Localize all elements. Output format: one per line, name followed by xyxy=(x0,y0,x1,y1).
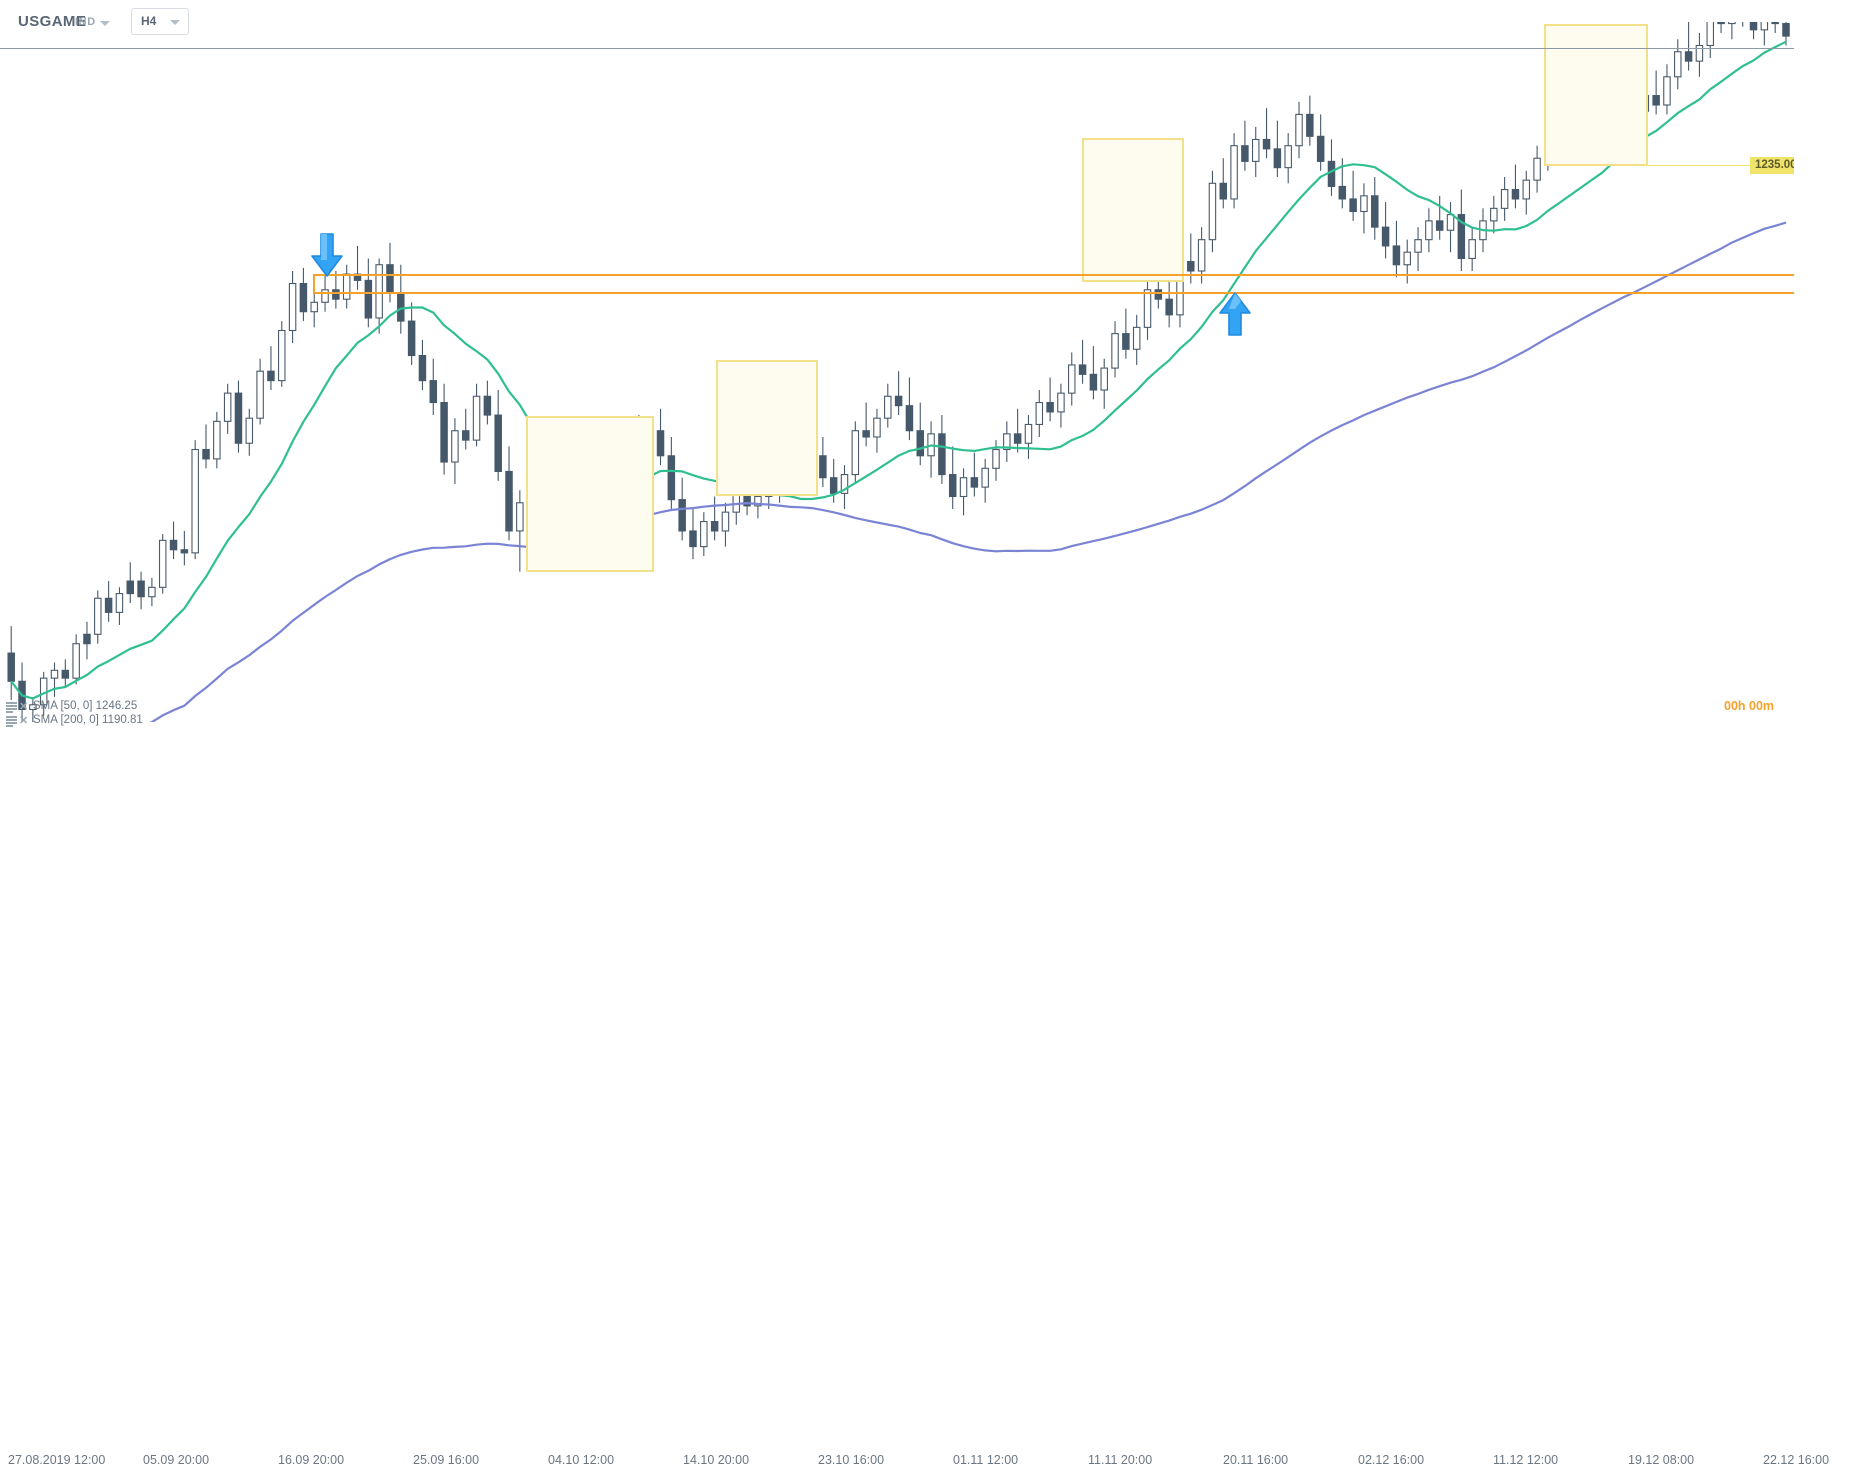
highlight-box-2[interactable] xyxy=(716,360,818,496)
time-axis-tick: 20.11 16:00 xyxy=(1223,1453,1289,1467)
highlight-box-3[interactable] xyxy=(1082,138,1184,282)
indicators-button[interactable]: IND xyxy=(75,16,96,28)
time-axis[interactable]: 27.08.2019 12:00 05.09 20:00 16.09 20:00 25… xyxy=(0,722,1866,1467)
chart-plot-area[interactable] xyxy=(0,22,1794,722)
bar-countdown: 00h 00m xyxy=(1724,699,1775,713)
time-axis-tick: 04.10 12:00 xyxy=(548,1453,615,1467)
price-level-tag: 1235.00 xyxy=(1750,157,1802,174)
close-icon[interactable]: ✕ xyxy=(19,715,29,727)
timeframe-label: H4 xyxy=(141,14,157,28)
time-axis-tick: 02.12 16:00 xyxy=(1358,1453,1425,1467)
time-axis-tick: 11.12 12:00 xyxy=(1493,1453,1559,1467)
indicator-legend-sma200[interactable]: ✕ SMA [200, 0] 1190.81 xyxy=(6,714,143,727)
settings-icon[interactable] xyxy=(6,702,17,713)
arrow-down-icon[interactable] xyxy=(310,232,344,283)
highlight-box-4[interactable] xyxy=(1544,24,1648,166)
current-price-line xyxy=(0,48,1794,49)
timeframe-selector[interactable]: H4 xyxy=(131,8,189,35)
price-level-line xyxy=(1640,165,1760,166)
arrow-up-icon[interactable] xyxy=(1218,291,1252,342)
support-resistance-zone[interactable] xyxy=(313,274,1798,294)
symbol-label[interactable]: USGAME xyxy=(18,13,87,30)
close-icon[interactable]: ✕ xyxy=(19,701,29,713)
price-axis[interactable]: 1257.421245.611233.801221.991210.181198.… xyxy=(1794,0,1866,756)
highlight-box-1[interactable] xyxy=(526,416,654,572)
time-axis-tick: 14.10 20:00 xyxy=(683,1453,750,1467)
chevron-down-icon xyxy=(170,20,180,25)
time-axis-tick: 19.12 08:00 xyxy=(1628,1453,1695,1467)
chevron-down-icon[interactable] xyxy=(100,21,110,26)
time-axis-tick: 01.11 12:00 xyxy=(953,1453,1019,1467)
indicator-legend-label: SMA [200, 0] 1190.81 xyxy=(33,714,143,726)
time-axis-tick: 11.11 20:00 xyxy=(1088,1453,1153,1467)
time-axis-tick: 16.09 20:00 xyxy=(278,1453,345,1467)
chart-toolbar: USGAME IND H4 xyxy=(0,0,1866,44)
candlestick-canvas xyxy=(7,22,1790,722)
time-axis-tick: 05.09 20:00 xyxy=(143,1453,210,1467)
time-axis-tick: 25.09 16:00 xyxy=(413,1453,480,1467)
time-axis-tick: 22.12 16:00 xyxy=(1763,1453,1830,1467)
time-axis-tick: 27.08.2019 12:00 xyxy=(8,1453,106,1467)
settings-icon[interactable] xyxy=(6,716,17,727)
time-axis-tick: 23.10 16:00 xyxy=(818,1453,885,1467)
indicator-legend-label: SMA [50, 0] 1246.25 xyxy=(33,700,138,712)
indicator-legend-sma50[interactable]: ✕ SMA [50, 0] 1246.25 xyxy=(6,700,137,713)
